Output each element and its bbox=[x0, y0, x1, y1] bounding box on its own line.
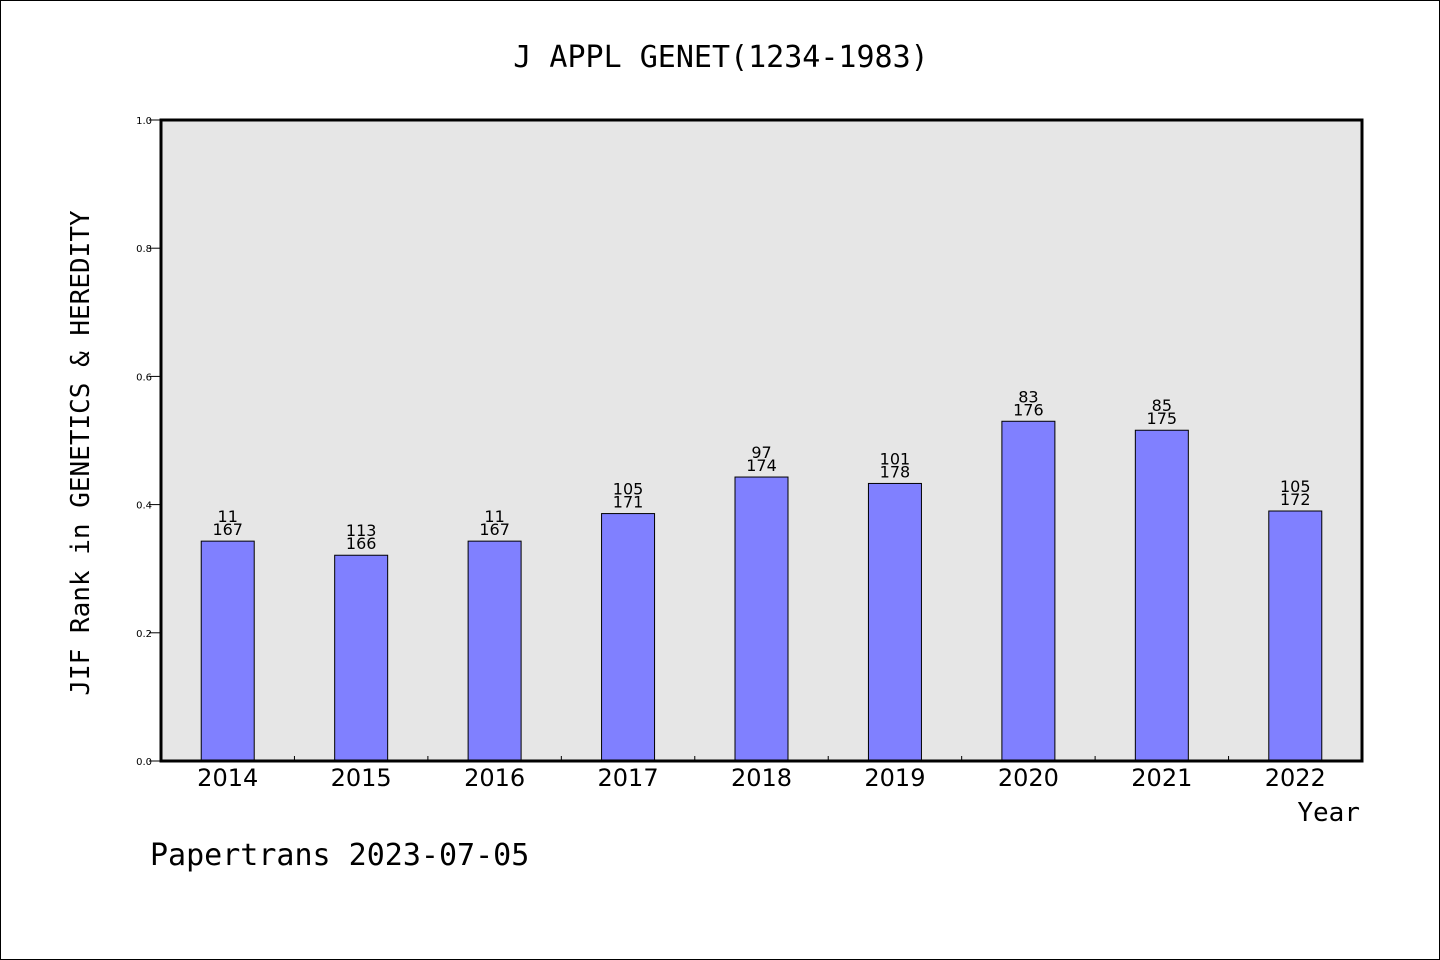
bar-rank-label: 11 bbox=[218, 507, 238, 526]
bar-rank-label: 97 bbox=[751, 443, 771, 462]
x-tick-label: 2015 bbox=[331, 764, 392, 792]
bar-total-label: 171 bbox=[613, 493, 644, 512]
x-tick-label: 2019 bbox=[864, 764, 925, 792]
bars-layer bbox=[200, 420, 1323, 762]
bar-2015 bbox=[334, 554, 389, 762]
x-tick-label: 2018 bbox=[731, 764, 792, 792]
bar-total-label: 174 bbox=[746, 456, 777, 475]
bar-total-label: 178 bbox=[880, 462, 911, 481]
bar-2020 bbox=[1001, 420, 1056, 762]
bar-2018 bbox=[734, 476, 789, 762]
x-tick-label: 2017 bbox=[598, 764, 659, 792]
bar-total-label: 167 bbox=[479, 520, 510, 539]
x-axis: 2014 2015 2016 2017 2018 2019 2020 2021 2022 bbox=[197, 756, 1326, 792]
bar-total-label: 172 bbox=[1280, 490, 1311, 509]
y-tick-label: 0.2 bbox=[136, 629, 152, 640]
plot-frame bbox=[159, 118, 1364, 763]
y-tick-label: 0.0 bbox=[136, 757, 152, 768]
bar-2022 bbox=[1268, 510, 1323, 762]
bar-total-label: 176 bbox=[1013, 400, 1044, 419]
x-tick-label: 2016 bbox=[464, 764, 525, 792]
bar-rank-label: 83 bbox=[1018, 387, 1038, 406]
bar-total-label: 175 bbox=[1147, 409, 1178, 428]
bar-rank-label: 101 bbox=[880, 449, 911, 468]
x-tick-label: 2014 bbox=[197, 764, 258, 792]
x-tick-label: 2022 bbox=[1265, 764, 1326, 792]
bar-2016 bbox=[467, 540, 522, 762]
bar-total-label: 166 bbox=[346, 534, 377, 553]
y-axis: 0.0 0.2 0.4 0.6 0.8 1.0 bbox=[136, 116, 161, 768]
bar-rank-label: 11 bbox=[484, 507, 504, 526]
x-tick-label: 2021 bbox=[1131, 764, 1192, 792]
bar-rank-label: 113 bbox=[346, 521, 377, 540]
bar-total-label: 167 bbox=[212, 520, 243, 539]
bar-2014 bbox=[200, 540, 255, 762]
footer-watermark: Papertrans 2023-07-05 bbox=[150, 838, 529, 873]
y-tick-label: 0.8 bbox=[136, 244, 152, 255]
x-tick-label: 2020 bbox=[998, 764, 1059, 792]
bar-rank-label: 105 bbox=[613, 480, 644, 499]
chart-title: J APPL GENET(1234-1983) bbox=[513, 40, 928, 75]
bar-2019 bbox=[867, 482, 922, 762]
y-tick-label: 0.6 bbox=[136, 372, 152, 383]
y-tick-label: 1.0 bbox=[136, 116, 152, 127]
bar-2017 bbox=[601, 513, 656, 762]
x-axis-title: Year bbox=[1297, 798, 1360, 828]
bar-2021 bbox=[1134, 429, 1189, 762]
bar-rank-label: 105 bbox=[1280, 477, 1311, 496]
y-axis-title: JIF Rank in GENETICS & HEREDITY bbox=[66, 210, 96, 696]
bar-rank-label: 85 bbox=[1152, 396, 1172, 415]
y-tick-label: 0.4 bbox=[136, 501, 152, 512]
